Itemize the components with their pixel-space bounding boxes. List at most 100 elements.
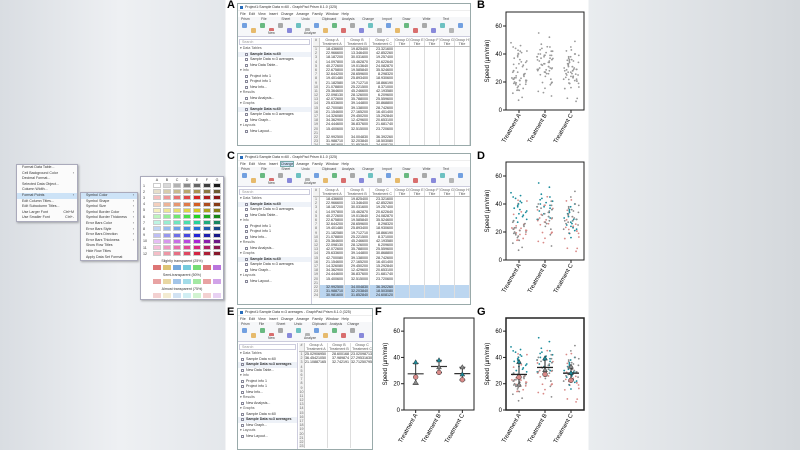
- menu-item[interactable]: Apply Data Set Format: [81, 255, 137, 261]
- color-swatch[interactable]: [163, 226, 171, 232]
- table-cell[interactable]: 12.429600: [345, 118, 370, 123]
- table-cell[interactable]: 23.720600: [370, 126, 395, 131]
- table-cell[interactable]: [395, 222, 410, 227]
- table-cell[interactable]: [425, 259, 440, 264]
- color-swatch[interactable]: [193, 214, 201, 219]
- table-cell[interactable]: [395, 289, 410, 294]
- menu-item[interactable]: Error Bars Style ›: [81, 227, 137, 233]
- color-swatch[interactable]: [183, 292, 191, 298]
- table-row[interactable]: 24 30.981600 31.852840 24.608120: [313, 143, 470, 145]
- table-cell[interactable]: [410, 67, 425, 73]
- table-cell[interactable]: 39.144800: [345, 251, 370, 256]
- table-cell[interactable]: [455, 143, 470, 145]
- table-row[interactable]: 11: [299, 393, 372, 399]
- ribbon-tool-icon[interactable]: [323, 178, 328, 183]
- table-cell[interactable]: [425, 247, 440, 252]
- color-swatch[interactable]: [183, 195, 191, 201]
- table-cell[interactable]: [440, 109, 455, 114]
- ribbon-tool-icon[interactable]: [458, 23, 463, 28]
- ribbon-tool-icon[interactable]: [422, 23, 427, 28]
- table-cell[interactable]: 34.362900: [320, 118, 345, 123]
- table-cell[interactable]: [440, 122, 455, 127]
- color-swatch[interactable]: [153, 232, 161, 238]
- table-cell[interactable]: [395, 72, 410, 77]
- table-cell[interactable]: [410, 76, 425, 81]
- table-cell[interactable]: 23.321600: [370, 47, 395, 52]
- table-cell[interactable]: [305, 427, 328, 432]
- table-cell[interactable]: [425, 93, 440, 98]
- table-cell[interactable]: [455, 264, 470, 269]
- table-cell[interactable]: [440, 251, 455, 256]
- menu-edit[interactable]: Edit: [248, 317, 255, 321]
- table-cell[interactable]: 39.138000: [345, 255, 370, 260]
- table-cell[interactable]: [410, 272, 425, 277]
- table-cell[interactable]: [305, 444, 328, 449]
- ribbon-tool-icon[interactable]: [368, 23, 373, 28]
- table-cell[interactable]: 29.450200: [345, 114, 370, 119]
- table-row[interactable]: 12 22.098130 28.126000 6.209600: [313, 243, 470, 248]
- table-cell[interactable]: [410, 97, 425, 102]
- table-row[interactable]: 7 32.644200 28.659600 8.298320: [313, 72, 470, 77]
- menu-insert[interactable]: Insert: [268, 12, 278, 16]
- nav-item[interactable]: Project info 1: [238, 229, 311, 235]
- table-cell[interactable]: 22.675800: [320, 217, 345, 223]
- color-swatch[interactable]: [153, 226, 161, 232]
- table-cell[interactable]: 42.193580: [370, 88, 395, 94]
- table-cell[interactable]: [305, 402, 328, 407]
- ribbon-tool-icon[interactable]: [314, 173, 319, 178]
- table-cell[interactable]: 15.292840: [370, 264, 395, 269]
- table-cell[interactable]: 21.078800: [320, 84, 345, 89]
- table-cell[interactable]: [328, 406, 351, 411]
- analyze-button[interactable]: Analyze: [304, 31, 317, 35]
- menu-item[interactable]: Format Data Table...: [17, 165, 77, 171]
- table-cell[interactable]: 18.187200: [320, 205, 345, 210]
- table-cell[interactable]: 37.989874: [328, 356, 351, 361]
- ribbon-tool-icon[interactable]: [341, 28, 346, 33]
- table-row[interactable]: 2 36.45421050 37.989874 27.29531630: [299, 356, 372, 361]
- table-cell[interactable]: [410, 134, 425, 140]
- table-cell[interactable]: 32.992500: [320, 134, 345, 140]
- table-cell[interactable]: [305, 377, 328, 382]
- table-row[interactable]: 21: [313, 130, 470, 135]
- table-cell[interactable]: [425, 76, 440, 81]
- table-cell[interactable]: 32.742191: [328, 360, 351, 365]
- table-cell[interactable]: 12.429600: [345, 268, 370, 273]
- table-cell[interactable]: [440, 293, 455, 298]
- table-row[interactable]: 5 40.272600 19.013640 24.082870: [313, 63, 470, 68]
- table-cell[interactable]: 8.298320: [370, 222, 395, 227]
- table-cell[interactable]: 25.893400: [345, 76, 370, 81]
- nav-item[interactable]: Sample Data n=60: [238, 357, 297, 363]
- table-cell[interactable]: 35.788000: [345, 247, 370, 252]
- color-swatch[interactable]: [193, 264, 201, 270]
- table-cell[interactable]: [455, 259, 470, 264]
- table-cell[interactable]: [410, 109, 425, 114]
- table-cell[interactable]: [345, 130, 370, 135]
- table-cell[interactable]: 25.02906950: [305, 352, 328, 357]
- table-cell[interactable]: [455, 67, 470, 73]
- color-swatch[interactable]: [183, 278, 191, 284]
- table-row[interactable]: 9 21.182580 19.712710 18.866190: [313, 80, 470, 85]
- table-cell[interactable]: [440, 272, 455, 277]
- table-cell[interactable]: [455, 197, 470, 202]
- table-cell[interactable]: 31.988710: [320, 139, 345, 144]
- table-cell[interactable]: 23.720600: [370, 276, 395, 281]
- table-cell[interactable]: [395, 93, 410, 98]
- table-cell[interactable]: [328, 435, 351, 440]
- table-row[interactable]: 15 42.700080 39.138000 28.742600: [313, 255, 470, 260]
- column-header[interactable]: Group G Title: [440, 188, 455, 196]
- table-cell[interactable]: 35.524600: [370, 217, 395, 223]
- color-swatch[interactable]: [183, 183, 191, 188]
- table-row[interactable]: 5 40.272600 19.013640 24.082870: [313, 213, 470, 218]
- table-cell[interactable]: 25.559600: [370, 247, 395, 252]
- ribbon-tool-icon[interactable]: [296, 23, 301, 28]
- menu-help[interactable]: Help: [341, 162, 349, 166]
- color-swatch[interactable]: [213, 292, 221, 298]
- table-cell[interactable]: [410, 51, 425, 56]
- table-cell[interactable]: [410, 243, 425, 248]
- table-cell[interactable]: 19.401480: [320, 226, 345, 231]
- color-swatch[interactable]: [173, 245, 181, 250]
- table-row[interactable]: 1 18.436600 19.825400 23.321600: [313, 47, 470, 52]
- nav-section-layouts[interactable]: ▾ Layouts: [240, 273, 256, 277]
- color-swatch[interactable]: [183, 232, 191, 238]
- table-row[interactable]: 6 22.675800 19.585840 35.524600: [313, 217, 470, 223]
